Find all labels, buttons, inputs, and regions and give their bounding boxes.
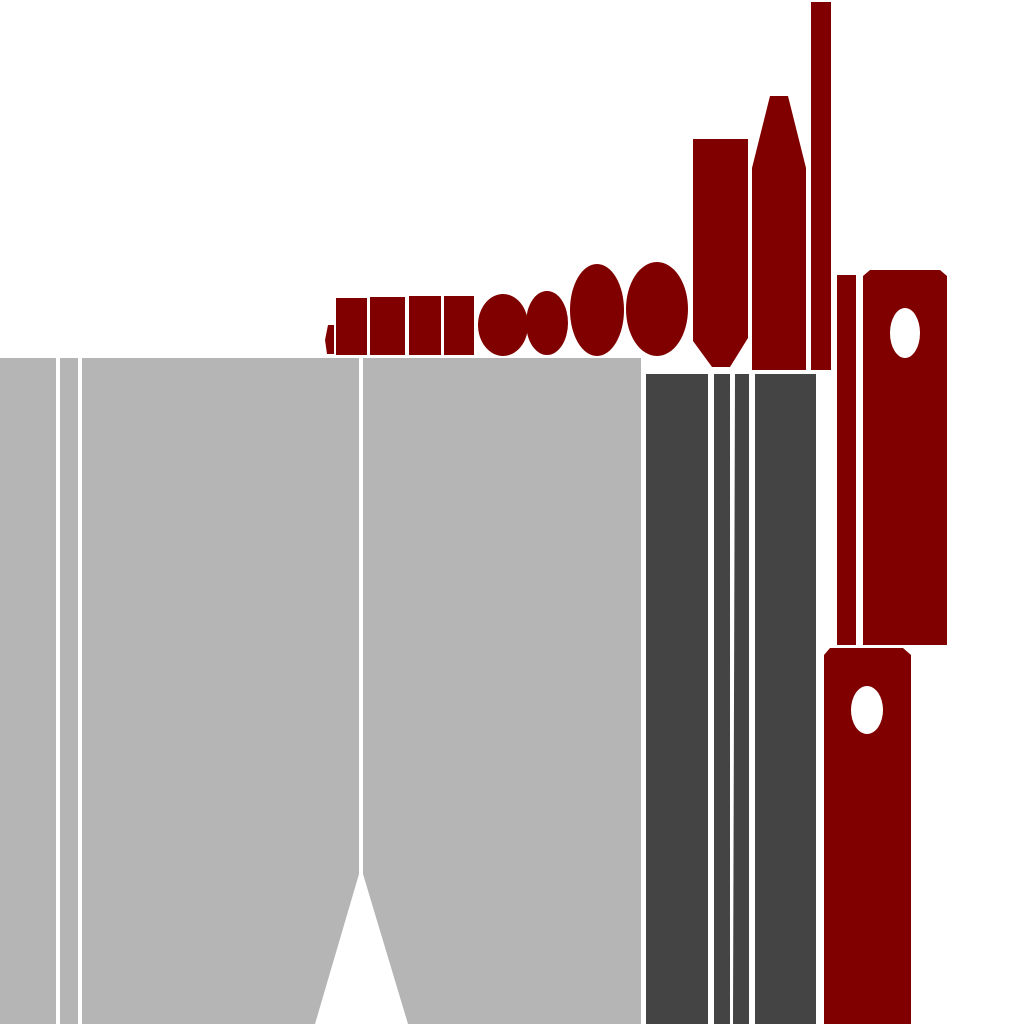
light-gray-panels [0, 358, 641, 1024]
dark-strip-wide-right [755, 374, 816, 1024]
red-rect-1 [336, 298, 367, 355]
dark-red-parts [325, 2, 947, 1024]
left-narrow-strip-b [60, 358, 78, 1024]
red-rect-2 [370, 297, 405, 355]
upper-tag-hole [890, 308, 920, 358]
dark-strip-thin-b [733, 374, 749, 1024]
dark-strip-wide-left [646, 374, 708, 1024]
small-tab-shape [325, 325, 334, 354]
red-pointed-piece-bottom [693, 139, 748, 367]
red-upper-tag [863, 270, 947, 645]
lower-tag-hole [851, 686, 883, 734]
red-oval-3 [570, 264, 624, 356]
red-oval-2 [526, 291, 568, 355]
dark-strip-thin-a [714, 374, 730, 1024]
red-long-narrow-strip [811, 2, 831, 370]
red-rect-4 [444, 296, 474, 355]
left-trouser-panel [82, 358, 359, 1024]
red-thin-column [837, 275, 856, 645]
red-oval-1 [478, 294, 528, 356]
left-narrow-strip-a [0, 358, 56, 1024]
red-lower-tag [824, 648, 911, 1024]
dark-gray-strips [646, 374, 816, 1024]
red-rect-3 [409, 296, 441, 355]
red-pointed-piece-top [752, 96, 806, 370]
red-oval-4 [626, 262, 688, 356]
right-trouser-panel [363, 358, 641, 1024]
